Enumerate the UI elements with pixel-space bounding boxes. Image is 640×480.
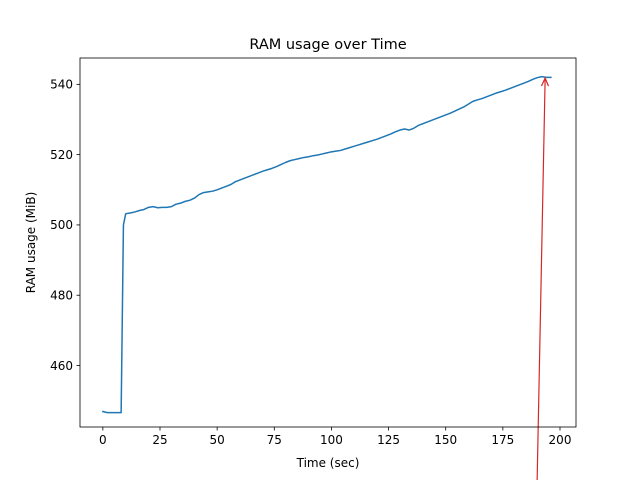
x-tick-label: 100: [320, 433, 343, 447]
plot-area-frame: [79, 57, 577, 428]
y-axis-label: RAM usage (MiB): [24, 192, 38, 294]
x-tick-label: 75: [267, 433, 282, 447]
x-tick-label: 150: [434, 433, 457, 447]
x-tick-label: 125: [377, 433, 400, 447]
x-axis-ticks: 0 25 50 75 100 125 150 175 200: [99, 427, 571, 447]
annotation-arrow: [536, 76, 550, 480]
x-tick-label: 25: [152, 433, 167, 447]
y-tick-label: 500: [50, 218, 73, 232]
x-axis-label: Time (sec): [296, 456, 360, 470]
y-tick-label: 540: [50, 78, 73, 92]
y-tick-label: 480: [50, 289, 73, 303]
x-tick-label: 0: [99, 433, 107, 447]
x-tick-label: 50: [210, 433, 225, 447]
y-tick-label: 520: [50, 148, 73, 162]
x-tick-label: 200: [549, 433, 572, 447]
y-tick-label: 460: [50, 359, 73, 373]
x-tick-label: 175: [491, 433, 514, 447]
annotation-arrow-shaft: [536, 78, 546, 480]
annotation-arrow-head: [540, 76, 550, 87]
chart-title: RAM usage over Time: [249, 37, 406, 53]
y-axis-ticks: 460 480 500 520 540: [50, 78, 80, 373]
series-line: [101, 75, 552, 414]
